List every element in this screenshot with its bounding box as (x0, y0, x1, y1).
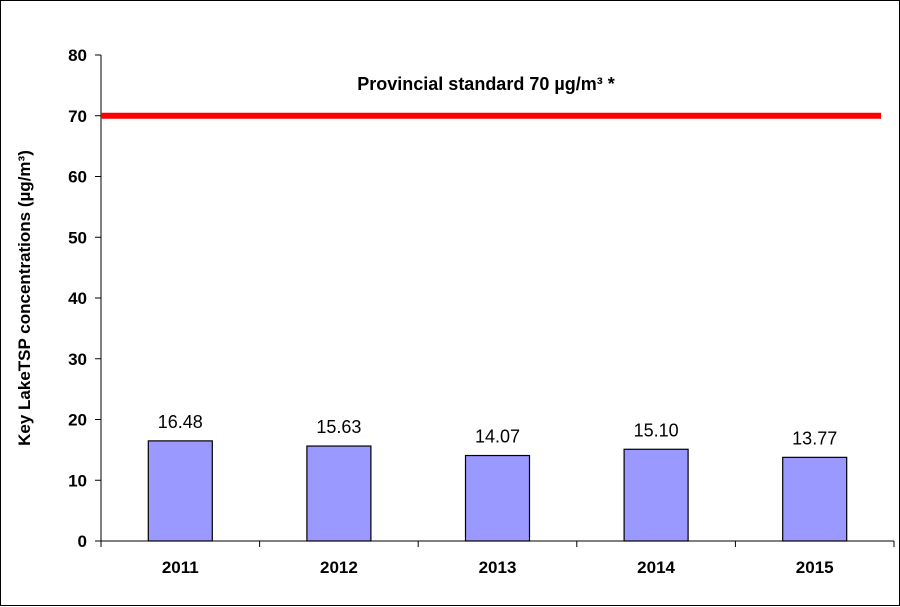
bar-2015 (782, 456, 848, 542)
bar-2014 (623, 448, 689, 542)
y-tick-label: 80 (68, 46, 87, 65)
y-tick-label: 40 (68, 289, 87, 308)
y-tick-label: 50 (68, 228, 87, 247)
y-tick-label: 20 (68, 411, 87, 430)
data-label-2013: 14.07 (475, 427, 520, 447)
reference-line-label: Provincial standard 70 µg/m³ * (357, 74, 614, 94)
data-label-2011: 16.48 (158, 412, 203, 432)
y-tick-label: 0 (78, 532, 87, 551)
y-axis-title: Key LakeTSP concentrations (µg/m³) (15, 150, 34, 446)
data-label-2015: 13.77 (792, 428, 837, 448)
plot-area: 0 10 20 30 40 50 60 70 80 16.48 2011 15.63 2012 14.07… (68, 46, 895, 577)
bar-2013 (464, 454, 531, 542)
x-tick-label-2013: 2013 (479, 558, 517, 577)
y-tick-label: 10 (68, 471, 87, 490)
y-tick-label: 60 (68, 168, 87, 187)
data-label-2012: 15.63 (316, 417, 361, 437)
bar-2011 (147, 440, 213, 542)
x-tick-label-2014: 2014 (637, 558, 675, 577)
x-tick-label-2015: 2015 (796, 558, 834, 577)
y-tick-label: 30 (68, 350, 87, 369)
y-tick-label: 70 (68, 107, 87, 126)
x-tick-label-2011: 2011 (162, 558, 199, 577)
x-tick-label-2012: 2012 (320, 558, 358, 577)
bar-2012 (306, 445, 372, 542)
data-label-2014: 15.10 (634, 420, 679, 440)
y-axis-title-group: Key LakeTSP concentrations (µg/m³) (15, 150, 34, 446)
